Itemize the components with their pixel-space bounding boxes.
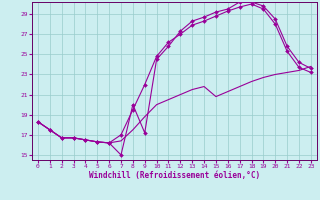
- X-axis label: Windchill (Refroidissement éolien,°C): Windchill (Refroidissement éolien,°C): [89, 171, 260, 180]
